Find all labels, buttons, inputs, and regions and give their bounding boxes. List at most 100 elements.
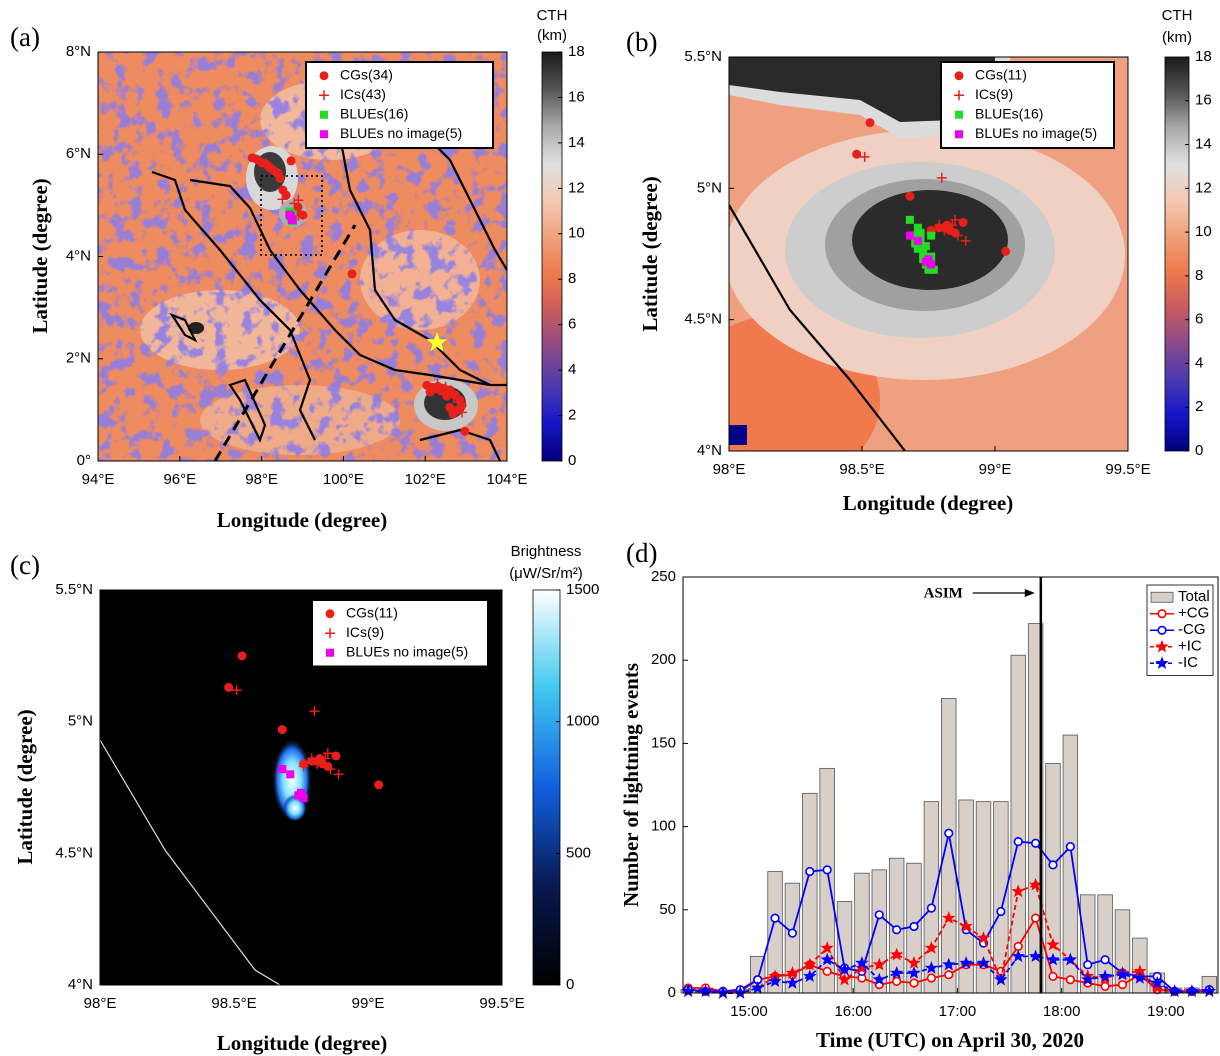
annotation-text: ASIM [924, 585, 963, 601]
marker [320, 130, 328, 139]
marker [787, 928, 798, 938]
y-tick-label: 50 [659, 901, 676, 918]
marker [996, 906, 1006, 917]
panel-label: (b) [626, 27, 657, 57]
marker [822, 966, 832, 976]
x-tick-label: 94°E [82, 471, 115, 488]
marker [960, 235, 971, 246]
colorbar-tick-label: 12 [1195, 179, 1212, 196]
marker [1150, 981, 1164, 994]
marker [1083, 960, 1093, 970]
marker [905, 215, 914, 224]
colorbar-tick-label: 0 [1195, 442, 1203, 459]
marker [942, 911, 956, 924]
y-tick-label: 0° [77, 452, 91, 469]
marker [319, 90, 329, 101]
plot-frame [682, 576, 1219, 994]
colorbar-tick-label: 10 [1195, 223, 1212, 240]
x-tick-label: 104°E [486, 471, 527, 488]
marker [934, 220, 945, 231]
marker [1115, 967, 1130, 981]
y-tick-label: 6°N [66, 145, 91, 162]
marker [872, 957, 886, 971]
plot-frame [728, 56, 1129, 452]
marker [909, 921, 919, 932]
marker [954, 71, 964, 81]
legend-label: -CG [1178, 621, 1206, 638]
legend-label: +CG [1178, 605, 1209, 622]
marker [837, 962, 852, 976]
marker [944, 970, 954, 980]
y-axis-label: Latitude (degree) [638, 176, 662, 331]
colorbar-tick-label: 6 [568, 316, 576, 333]
legend-label: BLUEs no image(5) [346, 643, 468, 659]
y-axis-label: Latitude (degree) [28, 178, 52, 333]
y-tick-label: 5°N [697, 179, 722, 196]
marker [1065, 841, 1075, 852]
x-tick-label: 17:00 [939, 1003, 977, 1020]
y-tick-label: 5.5°N [684, 48, 722, 65]
colorbar-tick-label: 2 [568, 407, 576, 424]
marker [803, 957, 817, 971]
marker [278, 765, 287, 774]
marker [955, 130, 963, 139]
x-tick-label: 99.5°E [479, 995, 524, 1012]
marker [1155, 639, 1169, 653]
y-tick-label: 4°N [68, 976, 93, 993]
legend-box [311, 599, 489, 668]
x-tick-label: 99°E [979, 461, 1012, 478]
marker [976, 931, 991, 944]
marker [865, 118, 875, 128]
x-axis-label: Longitude (degree) [217, 1031, 388, 1055]
x-tick-label: 18:00 [1043, 1003, 1081, 1020]
marker [939, 225, 950, 236]
marker [947, 220, 958, 231]
marker [942, 957, 956, 971]
y-tick-label: 0 [668, 984, 676, 1001]
colorbar-tick-label: 4 [568, 361, 576, 378]
marker [855, 956, 869, 969]
colorbar-tick-label: 12 [568, 179, 585, 196]
marker [913, 236, 922, 245]
marker [955, 110, 963, 119]
marker [277, 725, 287, 735]
marker [837, 972, 852, 986]
panel-label: (d) [626, 538, 657, 568]
marker [716, 986, 730, 999]
marker [1046, 937, 1060, 951]
x-tick-label: 102°E [405, 471, 446, 488]
marker [444, 386, 455, 397]
marker [299, 794, 308, 803]
marker [803, 969, 817, 982]
marker [320, 110, 328, 119]
colorbar-tick-label: 0 [566, 976, 574, 993]
marker [751, 981, 765, 994]
marker [890, 947, 904, 961]
marker [924, 255, 933, 264]
marker [333, 769, 344, 780]
colorbar-tick-label: 500 [566, 844, 591, 861]
marker [890, 966, 904, 979]
colorbar-tick-label: 16 [1195, 92, 1212, 109]
panel-label: (a) [10, 22, 40, 52]
panel-label: (c) [10, 550, 40, 580]
marker [224, 682, 234, 692]
marker [237, 651, 247, 661]
marker [1117, 980, 1128, 990]
marker [293, 195, 304, 206]
marker [976, 956, 991, 969]
y-tick-label: 5.5°N [55, 581, 93, 598]
x-tick-label: 98°E [84, 995, 117, 1012]
y-tick-label: 150 [651, 734, 676, 751]
marker [954, 90, 964, 101]
marker [1185, 984, 1199, 997]
marker [374, 780, 384, 790]
legend-label: BLUEs no image(5) [340, 125, 462, 141]
marker [907, 956, 921, 969]
marker [1063, 952, 1077, 966]
marker [994, 972, 1008, 986]
bar [941, 698, 957, 994]
marker [927, 260, 936, 269]
y-axis-label: Latitude (degree) [13, 709, 37, 864]
colorbar-tick-label: 14 [1195, 136, 1212, 153]
